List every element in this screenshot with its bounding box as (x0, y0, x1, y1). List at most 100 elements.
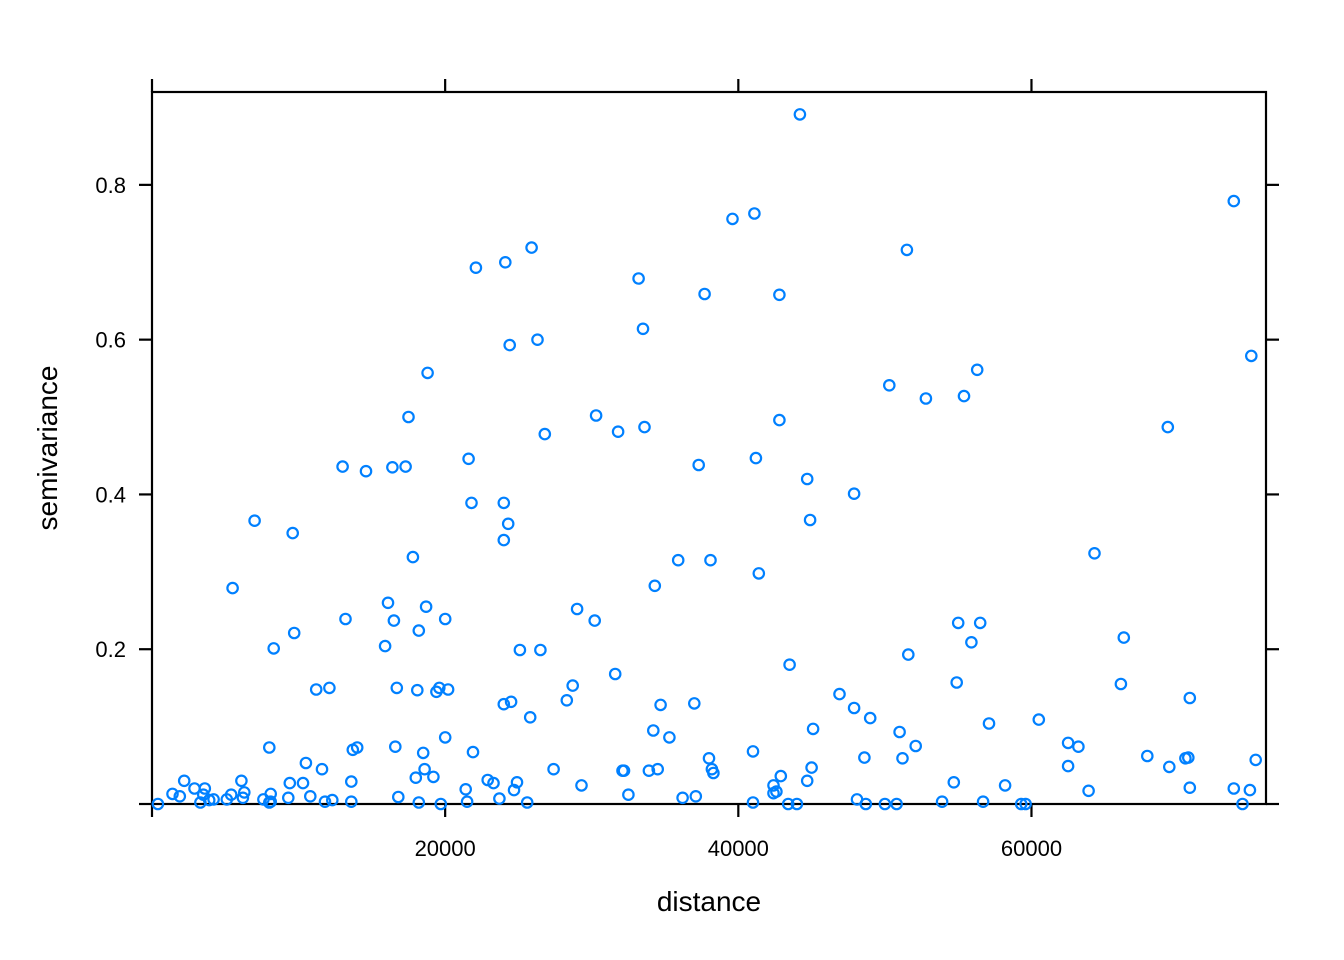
data-point (412, 796, 426, 809)
data-point (323, 681, 336, 695)
data-point (893, 725, 906, 739)
data-point (503, 338, 516, 352)
data-point (726, 212, 739, 226)
data-point (497, 697, 511, 711)
data-point (462, 452, 475, 466)
x-axis-label: distance (657, 886, 761, 917)
data-point (534, 643, 547, 657)
data-point (151, 797, 165, 811)
data-point (459, 782, 472, 796)
data-point (1082, 784, 1095, 798)
data-point (901, 648, 915, 661)
data-point (344, 775, 358, 788)
data-point (1072, 740, 1085, 753)
data-point (636, 322, 650, 336)
data-point (749, 451, 763, 465)
data-point (566, 679, 579, 692)
data-point (264, 795, 277, 808)
data-point (935, 795, 949, 808)
data-point (513, 643, 527, 657)
data-point (1183, 781, 1197, 794)
data-point (497, 533, 511, 547)
data-point (1249, 753, 1262, 767)
data-point (976, 795, 990, 808)
data-point (427, 770, 440, 784)
data-point (236, 791, 250, 805)
tick-labels: 20000 40000 60000 0.2 0.4 0.6 0.8 (95, 173, 1062, 861)
data-point (421, 366, 434, 380)
data-point (309, 683, 323, 696)
data-point (646, 724, 660, 737)
data-point (773, 413, 786, 427)
data-point (965, 635, 978, 649)
data-point (692, 458, 705, 472)
data-point (501, 517, 515, 531)
data-point (878, 797, 892, 811)
data-point (387, 614, 401, 627)
data-point (847, 701, 861, 715)
data-point (589, 409, 603, 422)
data-point (858, 751, 871, 764)
data-point (781, 797, 795, 811)
data-point (648, 579, 662, 593)
data-point (359, 464, 373, 478)
data-point (890, 797, 903, 811)
data-point (388, 740, 402, 753)
data-point (198, 782, 212, 795)
data-point (286, 526, 299, 540)
data-point (560, 693, 574, 707)
data-point (793, 108, 807, 121)
data-point (262, 741, 276, 754)
data-point (790, 797, 804, 811)
data-point (438, 612, 452, 626)
data-point (919, 392, 933, 405)
data-point (773, 288, 786, 302)
data-point (1161, 420, 1175, 434)
data-point (950, 676, 963, 689)
data-point (416, 746, 430, 760)
data-point (399, 460, 412, 473)
data-point (800, 774, 814, 788)
data-point (1061, 736, 1075, 750)
data-point (493, 792, 506, 805)
data-point (957, 389, 971, 403)
data-point (1141, 749, 1154, 763)
data-point (1243, 783, 1257, 797)
data-point (970, 363, 984, 377)
data-point (654, 698, 667, 712)
y-tick-label: 0.6 (95, 328, 126, 353)
data-point (1183, 691, 1197, 705)
data-point (235, 774, 248, 788)
data-point (770, 785, 783, 798)
y-tick-label: 0.2 (95, 637, 126, 662)
data-point (1236, 797, 1249, 811)
data-point (497, 496, 511, 510)
data-point (504, 695, 518, 709)
data-point (1227, 194, 1241, 208)
data-point (1088, 546, 1101, 560)
data-point (391, 790, 405, 804)
data-point (510, 775, 524, 789)
data-point (460, 795, 474, 808)
data-point (982, 717, 996, 730)
data-point (1182, 751, 1195, 764)
data-point (1114, 677, 1128, 691)
data-point (520, 796, 534, 809)
data-point (402, 410, 415, 424)
data-point (783, 658, 796, 671)
data-point (806, 722, 820, 736)
data-point (1061, 759, 1075, 773)
data-point (588, 614, 601, 627)
data-point (803, 513, 817, 527)
data-point (336, 460, 349, 473)
data-point (698, 287, 711, 301)
data-point (676, 791, 689, 805)
data-point (608, 667, 622, 681)
data-point (671, 553, 685, 567)
data-point (344, 795, 358, 808)
data-point (774, 769, 788, 783)
data-point (339, 612, 352, 626)
data-point (538, 427, 552, 441)
data-point (390, 681, 404, 695)
data-point (805, 761, 818, 774)
